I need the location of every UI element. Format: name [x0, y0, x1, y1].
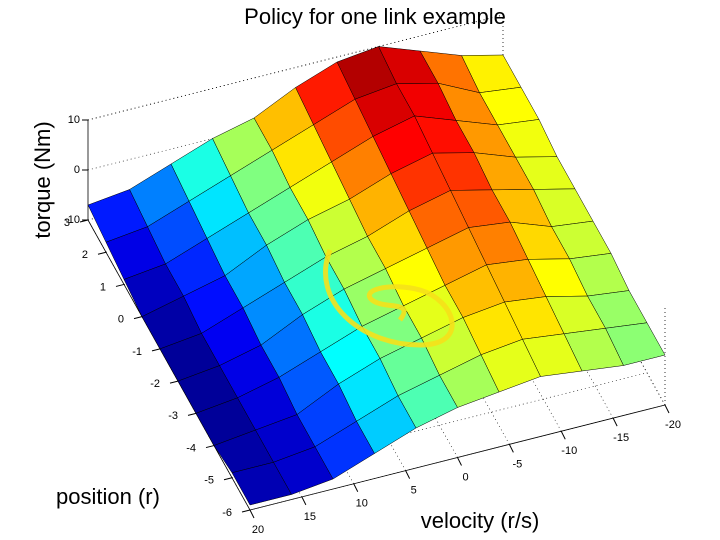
y-tick	[151, 348, 161, 352]
x-tick	[457, 457, 462, 466]
grid-line	[87, 219, 251, 511]
x-tick-label: -10	[561, 445, 577, 457]
x-tick	[560, 431, 566, 440]
x-axis-label: velocity (r/s)	[421, 508, 540, 533]
x-tick	[353, 483, 359, 492]
y-tick-label: -2	[150, 378, 160, 390]
grid-line	[87, 14, 504, 121]
trajectory	[323, 249, 455, 348]
y-tick-label: -6	[222, 507, 232, 519]
x-tick	[405, 470, 411, 479]
y-tick-label: -3	[168, 410, 178, 422]
x-tick-label: 15	[304, 511, 316, 523]
y-tick-label: 0	[118, 314, 124, 326]
x-tick-label: 20	[252, 524, 264, 536]
y-tick	[115, 283, 125, 287]
y-tick	[187, 412, 197, 416]
y-tick-label: -5	[204, 475, 214, 487]
x-tick-label: 0	[462, 471, 468, 483]
y-tick	[241, 509, 251, 513]
x-tick-label: 5	[411, 485, 417, 497]
y-tick-label: 2	[82, 249, 88, 261]
surface-patch	[231, 461, 292, 506]
y-tick-label: 3	[64, 217, 70, 229]
z-axis-label: torque (Nm)	[30, 121, 55, 238]
y-tick	[205, 445, 215, 449]
z-tick-label: 0	[74, 164, 80, 176]
x-tick	[301, 496, 307, 506]
x-tick-label: 10	[356, 498, 368, 510]
y-tick-label: 1	[100, 281, 106, 293]
x-tick-label: -20	[665, 419, 681, 431]
x-tick	[249, 509, 255, 519]
y-tick	[97, 251, 107, 255]
grid-line	[249, 404, 666, 511]
z-tick-label: -10	[64, 214, 80, 226]
y-axis-label: position (r)	[56, 484, 160, 509]
chart-title: Policy for one link example	[244, 4, 506, 29]
x-tick	[612, 417, 618, 427]
y-tick	[169, 380, 179, 384]
y-tick	[133, 316, 143, 320]
z-tick-label: 10	[68, 114, 80, 126]
trajectory-path	[323, 249, 455, 348]
surface	[87, 46, 666, 506]
x-tick-label: -15	[613, 432, 629, 444]
y-tick-label: -1	[132, 346, 142, 358]
x-tick	[508, 444, 514, 453]
y-tick	[223, 477, 233, 481]
x-tick	[664, 404, 670, 414]
y-tick-label: -4	[186, 442, 196, 454]
grid-line	[231, 372, 648, 479]
x-tick-label: -5	[512, 458, 522, 470]
